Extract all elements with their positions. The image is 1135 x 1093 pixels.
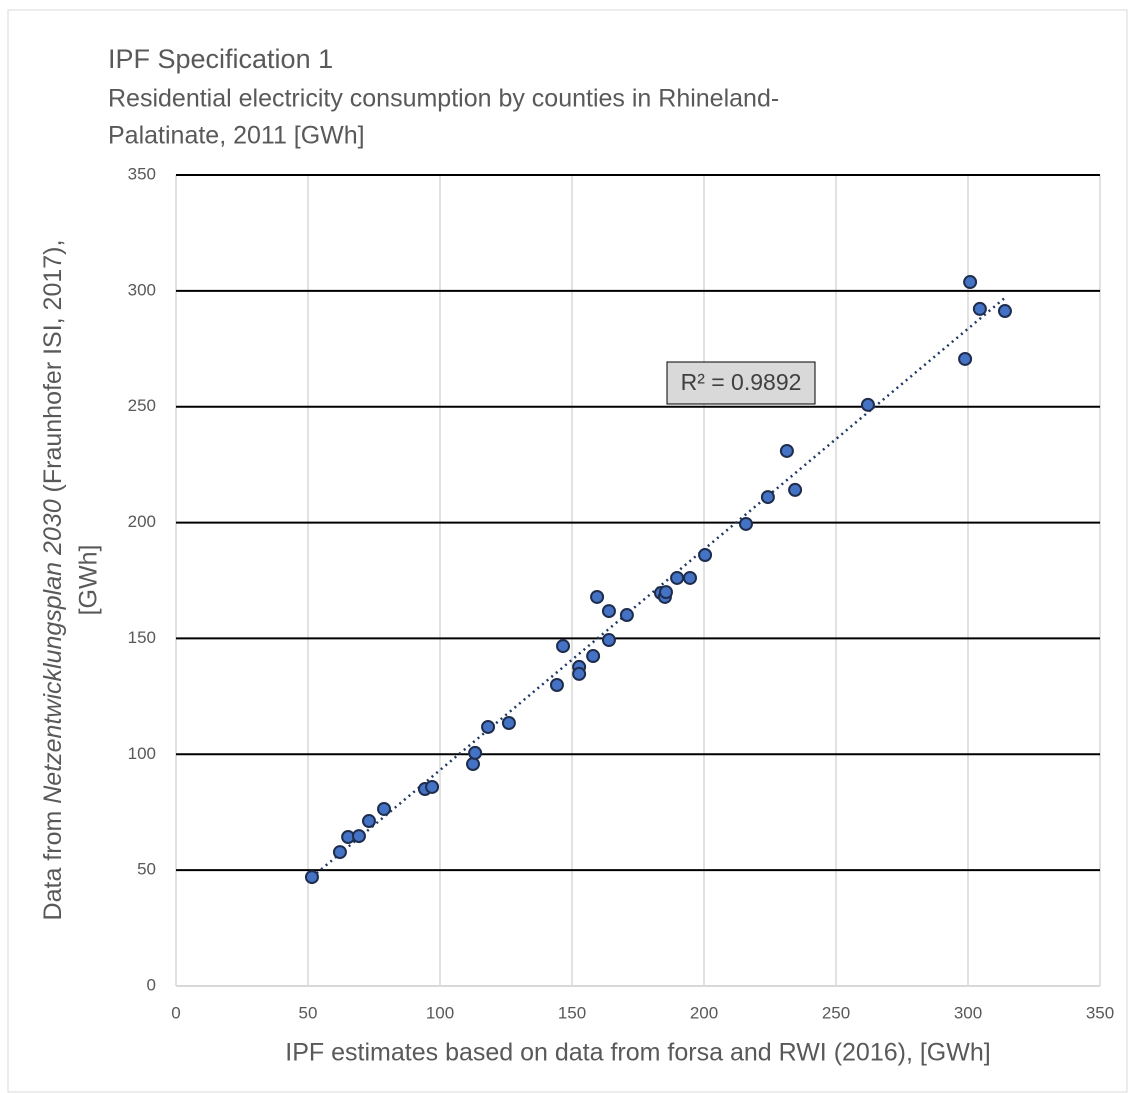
- x-tick-label: 100: [426, 1003, 454, 1022]
- x-tick-label: 200: [690, 1003, 718, 1022]
- y-tick-label: 150: [128, 628, 156, 647]
- x-tick-label: 0: [171, 1003, 180, 1022]
- data-point: [958, 351, 973, 366]
- data-point: [788, 482, 803, 497]
- data-point: [670, 570, 685, 585]
- x-tick-label: 150: [558, 1003, 586, 1022]
- data-point: [601, 633, 616, 648]
- chart-subtitle: Palatinate, 2011 [GWh]: [108, 122, 365, 150]
- plot-area: 0 50 100 150 200 250 300 350 0 50 100 150 200 250 300 3…: [128, 164, 1115, 1022]
- y-label-part: Data from: [39, 804, 67, 921]
- x-tick-label: 50: [299, 1003, 318, 1022]
- data-point: [590, 589, 605, 604]
- y-tick-label: 250: [128, 396, 156, 415]
- x-tick-label: 250: [822, 1003, 850, 1022]
- data-point: [760, 490, 775, 505]
- y-tick-label: 100: [128, 744, 156, 763]
- data-point: [572, 666, 587, 681]
- annotation: R² = 0.9892: [681, 369, 802, 395]
- annotation-box: [666, 361, 816, 405]
- data-point: [351, 829, 366, 844]
- data-point: [468, 745, 483, 760]
- data-point: [556, 639, 571, 654]
- data-point: [860, 397, 875, 412]
- data-point: [481, 719, 496, 734]
- data-point: [738, 516, 753, 531]
- data-point: [619, 608, 634, 623]
- data-point: [377, 801, 392, 816]
- data-point: [501, 716, 516, 731]
- y-axis-label-line: Data from Netzentwicklungsplan 2030 (Fra…: [39, 240, 67, 921]
- data-point: [549, 678, 564, 693]
- y-axis-label: Data from Netzentwicklungsplan 2030 (Fra…: [39, 240, 103, 921]
- x-tick-label: 300: [954, 1003, 982, 1022]
- chart-title: IPF Specification 1: [108, 44, 333, 74]
- y-tick-label: 300: [128, 280, 156, 299]
- data-point: [304, 870, 319, 885]
- data-point: [972, 301, 987, 316]
- data-point: [601, 604, 616, 619]
- chart-subtitle: Residential electricity consumption by c…: [108, 85, 779, 113]
- data-point: [586, 649, 601, 664]
- data-point: [466, 757, 480, 772]
- data-point: [683, 570, 698, 585]
- y-tick-label: 50: [137, 860, 156, 879]
- data-point: [997, 304, 1012, 319]
- y-tick-label: 200: [128, 512, 156, 531]
- chart-frame: [7, 9, 1128, 1093]
- y-label-part: (Fraunhofer ISI, 2017),: [39, 240, 67, 500]
- x-axis-label: IPF estimates based on data from forsa a…: [285, 1039, 990, 1067]
- y-axis-label-line: [GWh]: [75, 545, 103, 616]
- x-tick-label: 350: [1086, 1003, 1114, 1022]
- data-point: [698, 548, 713, 563]
- y-label-italic: Netzentwicklungsplan 2030: [39, 499, 67, 803]
- data-point: [332, 845, 347, 860]
- data-point: [963, 275, 978, 290]
- y-tick-label: 0: [147, 975, 156, 994]
- data-point: [425, 779, 440, 794]
- data-point: [658, 585, 673, 600]
- data-point: [361, 814, 376, 829]
- y-tick-label: 350: [128, 164, 156, 183]
- data-point: [779, 443, 794, 458]
